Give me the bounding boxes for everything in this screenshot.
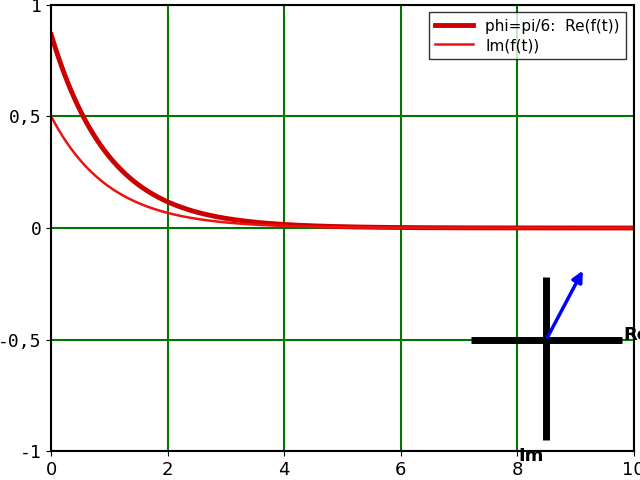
Legend: phi=pi/6:  Re(f(t)), Im(f(t)): phi=pi/6: Re(f(t)), Im(f(t)) xyxy=(429,12,626,60)
Text: Re: Re xyxy=(624,326,640,344)
Text: Im: Im xyxy=(518,447,543,465)
